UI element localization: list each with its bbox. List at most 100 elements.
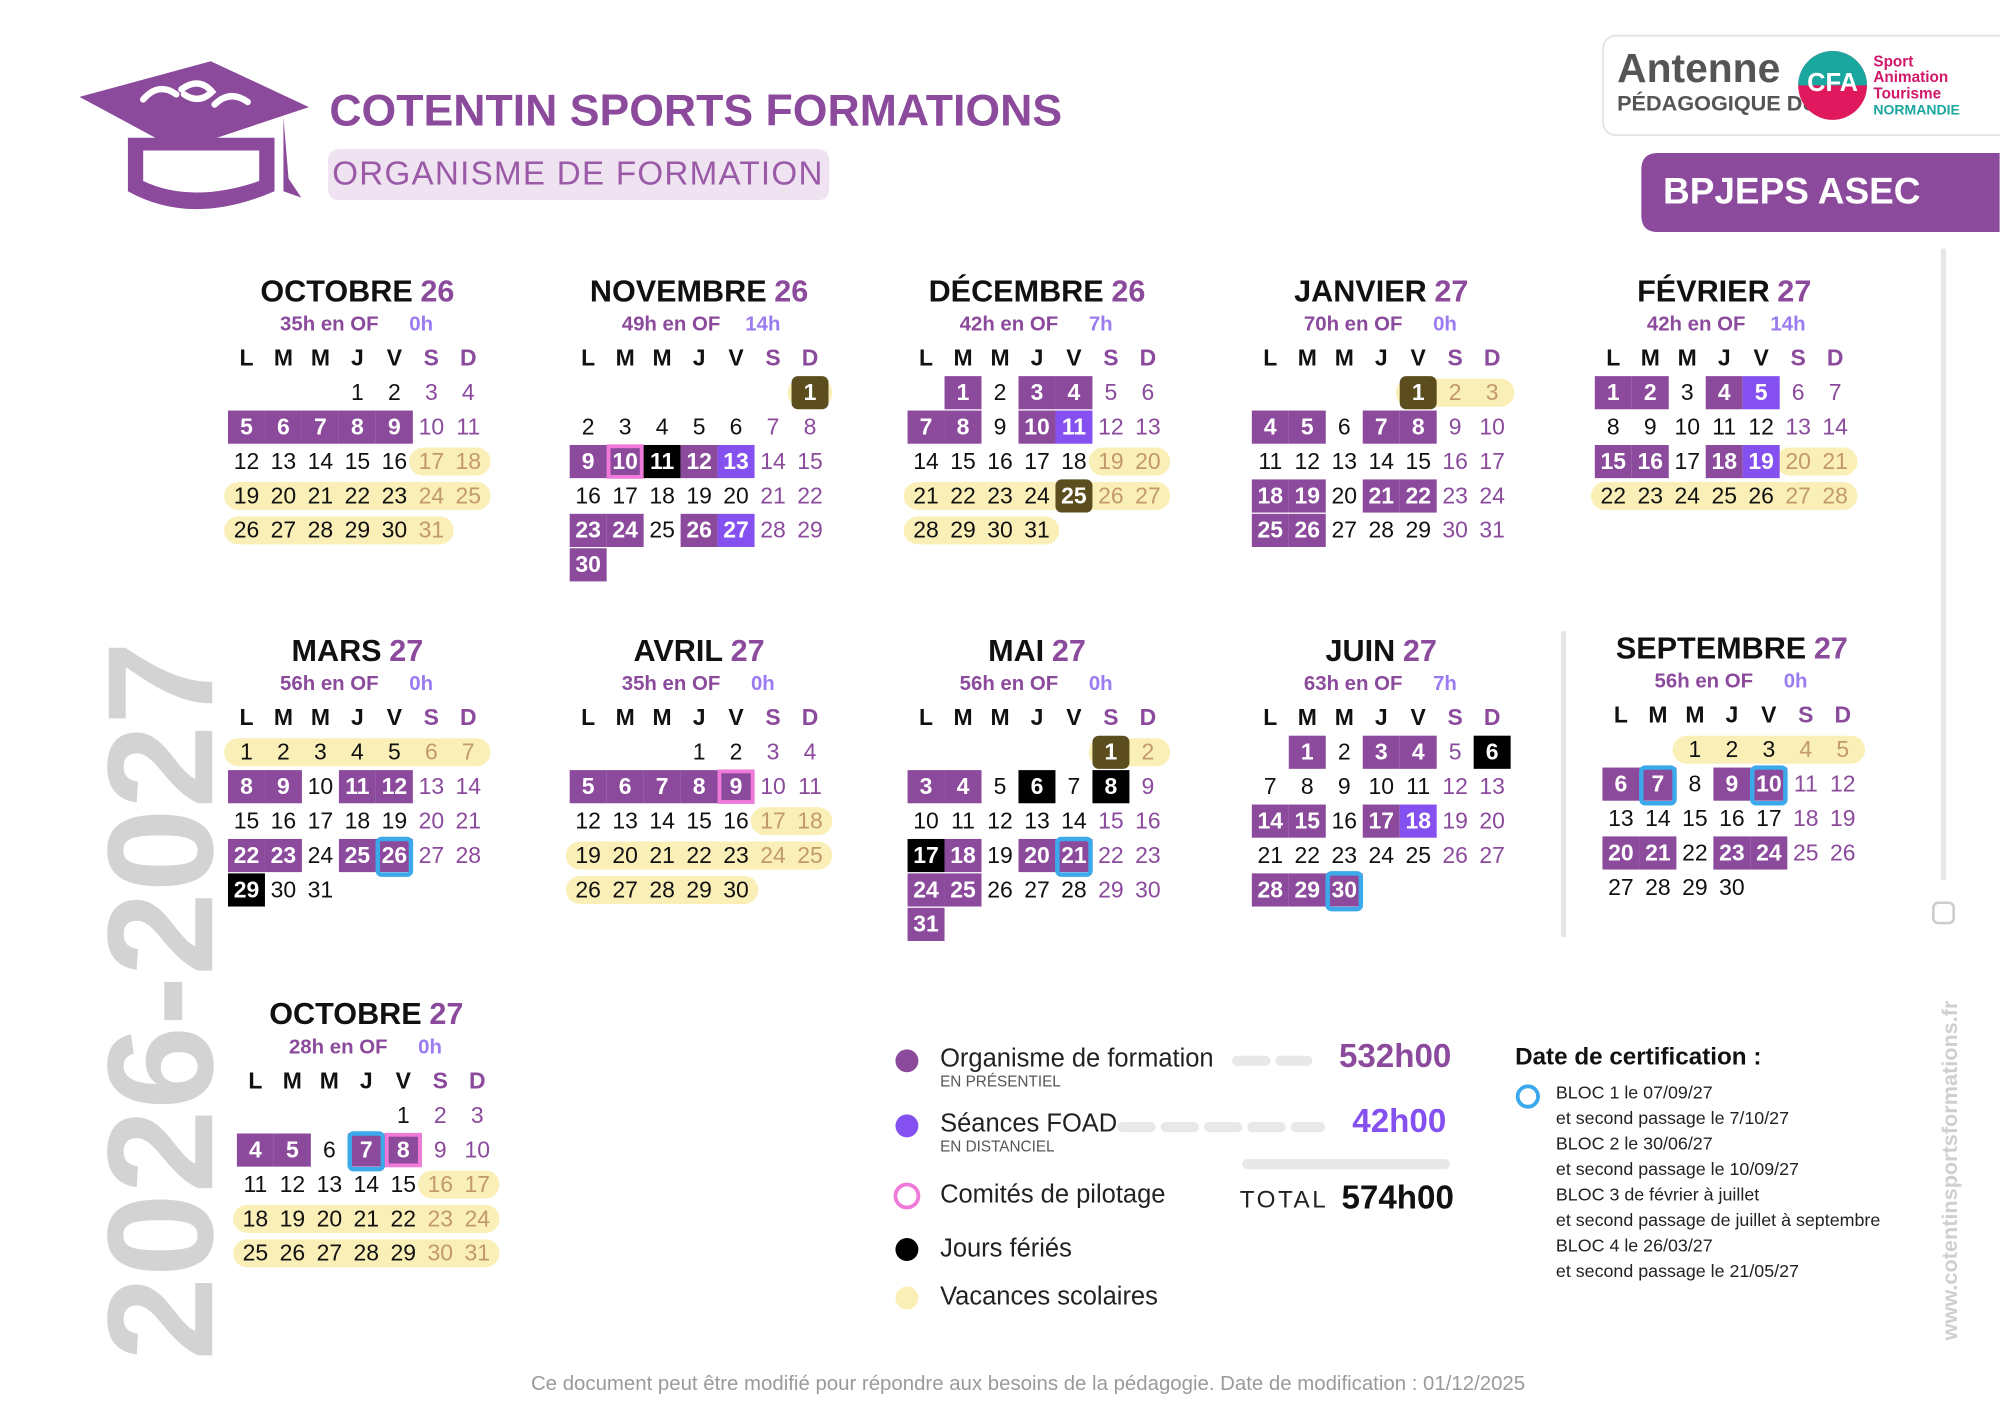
vacation-band <box>750 807 833 836</box>
day-fill <box>1251 513 1289 547</box>
day: 22 <box>1601 482 1627 508</box>
legend-label: Séances FOAD <box>940 1109 1117 1137</box>
weekday: M <box>953 345 972 371</box>
weekday: M <box>1648 702 1667 728</box>
day: 7 <box>656 773 669 799</box>
day: 23 <box>1135 842 1161 868</box>
day-fill <box>1288 479 1326 513</box>
vacation-band <box>224 738 491 767</box>
weekday: M <box>283 1068 302 1094</box>
day: 3 <box>767 739 780 765</box>
day: 15 <box>1682 805 1708 831</box>
day: 1 <box>693 739 706 765</box>
day: 18 <box>345 807 371 833</box>
day: 29 <box>345 517 371 543</box>
logo-tag: Sport <box>1873 54 1913 71</box>
day: 8 <box>1301 773 1314 799</box>
day: 15 <box>234 807 260 833</box>
certification-line: et second passage le 10/09/27 <box>1556 1159 1799 1179</box>
day-fill <box>1362 479 1400 513</box>
day: 27 <box>612 876 638 902</box>
day: 17 <box>612 482 638 508</box>
footer: Ce document peut être modifié pour répon… <box>531 1373 1525 1395</box>
weekday: V <box>387 345 403 371</box>
day-fill <box>273 1133 311 1167</box>
day: 15 <box>797 448 823 474</box>
day: 26 <box>382 842 408 868</box>
day: 31 <box>308 876 334 902</box>
day: 29 <box>1098 876 1124 902</box>
day-fill <box>1473 735 1511 769</box>
day: 19 <box>1830 805 1856 831</box>
month-title: JUIN 27 <box>1326 634 1437 668</box>
day-fill <box>1602 767 1640 801</box>
day: 27 <box>1608 874 1634 900</box>
weekday: M <box>311 345 330 371</box>
day: 16 <box>987 448 1013 474</box>
day: 1 <box>804 379 817 405</box>
weekday: D <box>1484 704 1501 730</box>
day-fill <box>944 838 982 873</box>
day-fill <box>1055 376 1093 410</box>
weekday: M <box>1678 345 1697 371</box>
day: 12 <box>987 807 1013 833</box>
day: 3 <box>425 379 438 405</box>
day: 17 <box>1674 448 1700 474</box>
month-year: 27 <box>1052 634 1086 668</box>
day: 30 <box>382 517 408 543</box>
day: 15 <box>391 1171 417 1197</box>
day: 19 <box>1748 448 1774 474</box>
legend-label: Vacances scolaires <box>940 1283 1158 1311</box>
day: 11 <box>1406 773 1430 799</box>
day: 14 <box>1258 807 1284 833</box>
month-name: OCTOBRE <box>260 274 412 308</box>
weekday: V <box>1411 345 1427 371</box>
day: 1 <box>397 1102 410 1128</box>
day-fill <box>944 770 982 804</box>
day: 20 <box>419 807 445 833</box>
day: 20 <box>723 482 749 508</box>
day: 8 <box>1689 770 1702 796</box>
day: 25 <box>1793 839 1819 865</box>
day-fill <box>1594 444 1632 479</box>
month-title: MAI 27 <box>988 634 1086 668</box>
weekday: M <box>990 345 1009 371</box>
day: 2 <box>582 413 595 439</box>
day: 18 <box>1711 448 1737 474</box>
day: 17 <box>1024 448 1050 474</box>
day: 13 <box>1135 413 1161 439</box>
day-fill <box>606 513 644 547</box>
day: 10 <box>1024 413 1050 439</box>
month-year: 27 <box>1434 274 1468 308</box>
day: 2 <box>1338 739 1351 765</box>
day: 22 <box>345 482 371 508</box>
weekday: D <box>460 345 477 371</box>
day: 12 <box>575 807 601 833</box>
day: 22 <box>1682 839 1708 865</box>
day: 28 <box>649 876 675 902</box>
day: 2 <box>388 379 401 405</box>
day: 9 <box>388 413 401 439</box>
day-fill <box>569 548 607 582</box>
day: 3 <box>471 1102 484 1128</box>
day-fill <box>301 410 339 444</box>
day: 9 <box>1142 773 1155 799</box>
day: 3 <box>1031 379 1044 405</box>
weekday: S <box>1103 704 1118 730</box>
month-year: 27 <box>731 634 765 668</box>
day: 25 <box>1061 482 1087 508</box>
day: 12 <box>1748 413 1774 439</box>
weekday: D <box>1140 345 1157 371</box>
instagram-icon <box>1932 901 1955 925</box>
hours-of: 56h en OF <box>280 673 379 695</box>
day: 24 <box>1674 482 1700 508</box>
day: 7 <box>920 413 933 439</box>
weekday: V <box>1411 704 1427 730</box>
month-name: FÉVRIER <box>1637 273 1770 308</box>
day: 11 <box>243 1171 267 1197</box>
